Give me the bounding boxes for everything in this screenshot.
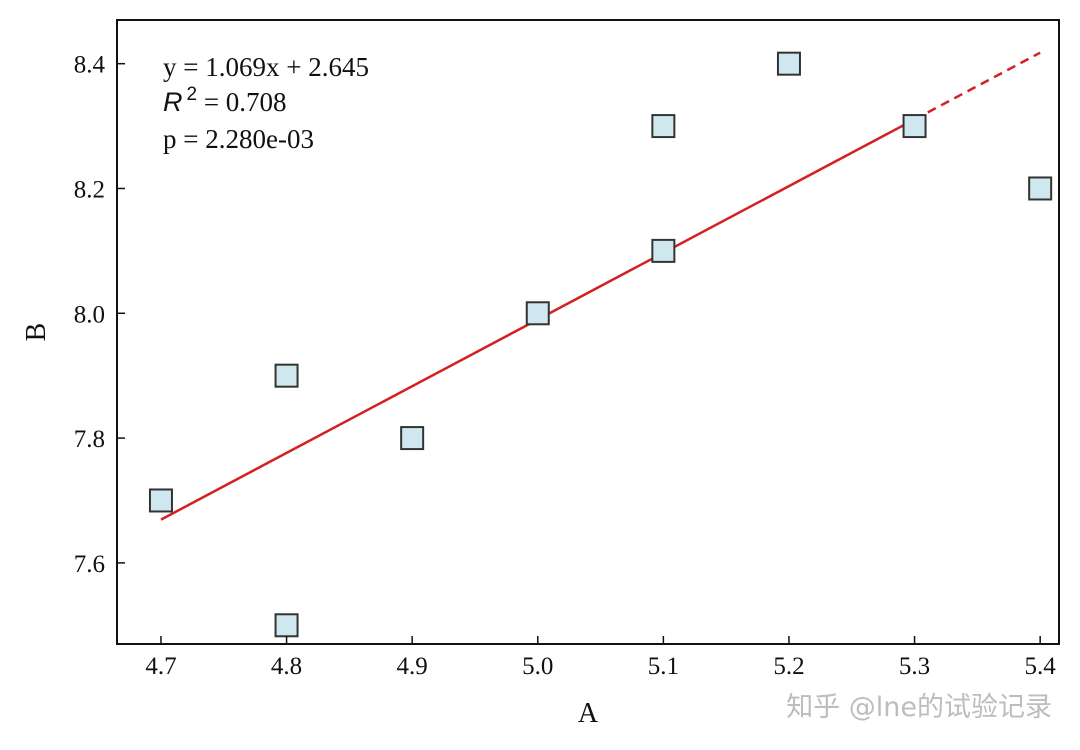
p-value-annotation: p = 2.280e-03 [163, 124, 314, 154]
equation-annotation: y = 1.069x + 2.645 [163, 52, 369, 82]
fit-line-extrapolated [913, 51, 1041, 121]
data-point [776, 51, 801, 76]
y-tick-label: 8.4 [74, 52, 106, 79]
r-squared-symbol: R [163, 87, 183, 117]
y-tick-label: 7.6 [74, 551, 105, 578]
x-tick-label: 5.0 [522, 653, 553, 680]
data-point [148, 488, 173, 513]
x-axis-label: A [578, 698, 599, 729]
y-ticks: 7.6 7.8 8.0 8.2 8.4 [74, 52, 125, 578]
x-tick-label: 5.3 [899, 653, 930, 680]
x-tick-label: 5.4 [1025, 653, 1057, 680]
x-tick-label: 4.9 [397, 653, 428, 680]
y-tick-label: 8.0 [74, 301, 105, 328]
points-layer [148, 51, 1053, 638]
y-axis-label: B [21, 323, 52, 342]
x-tick-label: 5.1 [648, 653, 679, 680]
r-squared-exponent: 2 [187, 84, 198, 105]
data-point [525, 301, 550, 326]
x-tick-label: 4.8 [271, 653, 302, 680]
data-point [651, 238, 676, 263]
data-point [274, 363, 299, 388]
x-tick-label: 5.2 [773, 653, 804, 680]
data-point [651, 114, 676, 139]
data-point [400, 426, 425, 451]
watermark: 知乎 @lne的试验记录 [786, 692, 1052, 723]
r-squared-value: = 0.708 [197, 87, 286, 117]
data-point [274, 613, 299, 638]
plot-frame [116, 19, 1060, 645]
data-point [1028, 176, 1053, 201]
y-tick-label: 8.2 [74, 176, 105, 203]
x-tick-label: 4.7 [145, 653, 176, 680]
data-point [902, 114, 927, 139]
x-ticks: 4.7 4.8 4.9 5.0 5.1 5.2 5.3 5.4 [145, 636, 1056, 680]
y-tick-label: 7.8 [74, 426, 105, 453]
